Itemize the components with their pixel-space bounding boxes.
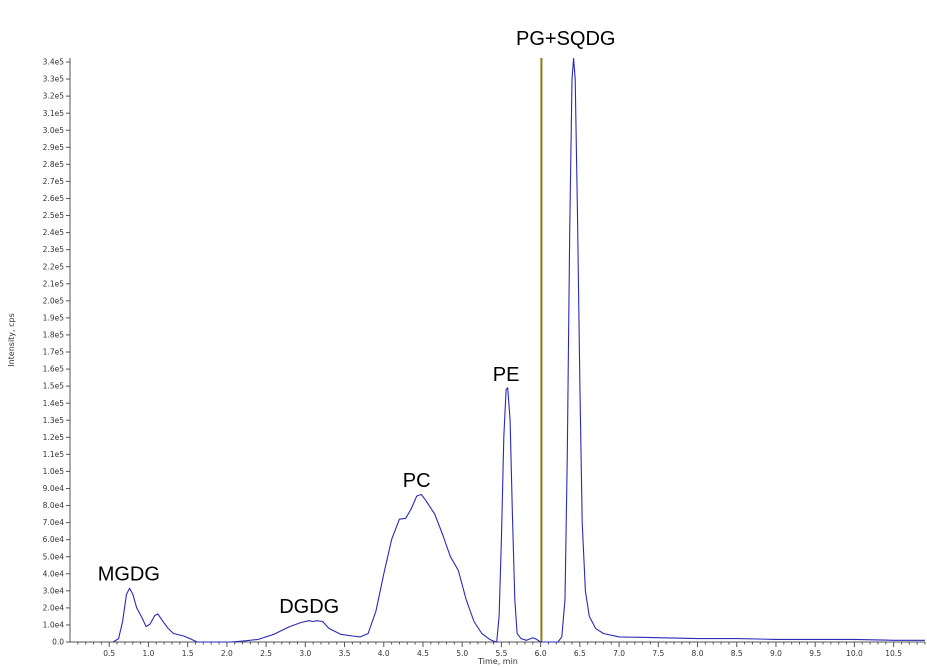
x-tick-label: 1.0 <box>142 649 154 658</box>
peak-label-mgdg: MGDG <box>98 564 160 586</box>
x-tick-label: 2.0 <box>221 649 233 658</box>
y-tick-label: 2.4e5 <box>43 228 65 237</box>
y-tick-label: 5.0e4 <box>43 552 65 561</box>
annotation-layer: MGDG DGDG PC PE PG+SQDG <box>98 28 616 618</box>
x-tick-label: 7.0 <box>613 649 625 658</box>
y-tick-label: 2.0e4 <box>43 603 65 612</box>
x-tick-label: 4.5 <box>417 649 429 658</box>
y-tick-label: 1.0e5 <box>43 467 65 476</box>
x-tick-label: 9.5 <box>809 649 821 658</box>
y-tick-label: 2.5e5 <box>43 211 65 220</box>
x-tick-label: 8.0 <box>692 649 704 658</box>
x-tick-label: 4.0 <box>378 649 390 658</box>
y-tick-label: 3.2e5 <box>43 92 65 101</box>
x-tick-label: 6.0 <box>535 649 547 658</box>
y-tick-label: 1.5e5 <box>43 382 65 391</box>
x-tick-label: 1.5 <box>182 649 194 658</box>
y-tick-label: 9.0e4 <box>43 484 65 493</box>
y-tick-label: 3.1e5 <box>43 109 65 118</box>
x-tick-label: 9.0 <box>770 649 782 658</box>
x-tick-label: 6.5 <box>574 649 586 658</box>
x-tick-label: 8.5 <box>731 649 743 658</box>
x-axis-title: Time, min <box>477 657 518 666</box>
y-tick-label: 0.0 <box>52 638 64 647</box>
y-axis: 0.0 1.0e4 2.0e4 3.0e4 4.0e4 5.0e4 6.0e4 7.0e4 8.… <box>43 58 70 647</box>
y-tick-label: 2.6e5 <box>43 194 65 203</box>
series-line <box>112 58 925 643</box>
x-tick-label: 2.5 <box>260 649 272 658</box>
y-tick-label: 8.0e4 <box>43 501 65 510</box>
y-tick-label: 2.3e5 <box>43 245 65 254</box>
y-tick-label: 1.7e5 <box>43 348 65 357</box>
x-tick-label: 10.0 <box>846 649 863 658</box>
y-tick-label: 2.2e5 <box>43 262 65 271</box>
y-tick-label: 4.0e4 <box>43 569 65 578</box>
y-tick-label: 2.8e5 <box>43 160 65 169</box>
x-tick-label: 3.0 <box>299 649 311 658</box>
y-tick-label: 1.0e4 <box>43 621 65 630</box>
series-layer <box>112 58 925 643</box>
x-axis: 0.5 1.0 1.5 2.0 2.5 3.0 3.5 4.0 4.5 5.0 5.5 6.0 6.5 7… <box>77 642 926 658</box>
y-tick-label: 7.0e4 <box>43 518 65 527</box>
x-tick-label: 0.5 <box>103 649 115 658</box>
y-tick-label: 1.8e5 <box>43 331 65 340</box>
y-tick-label: 1.3e5 <box>43 416 65 425</box>
y-tick-label: 2.1e5 <box>43 279 65 288</box>
y-tick-label: 1.2e5 <box>43 433 65 442</box>
y-tick-label: 1.4e5 <box>43 399 65 408</box>
peak-label-pg-sqdg: PG+SQDG <box>516 28 615 50</box>
y-tick-label: 1.9e5 <box>43 313 65 322</box>
y-tick-label: 3.0e4 <box>43 586 65 595</box>
y-tick-label: 2.0e5 <box>43 296 65 305</box>
y-axis-title: Intensity, cps <box>7 313 16 367</box>
y-tick-label: 1.1e5 <box>43 450 65 459</box>
peak-label-pe: PE <box>493 364 520 386</box>
peak-label-dgdg: DGDG <box>279 596 339 618</box>
y-tick-label: 3.3e5 <box>43 75 65 84</box>
y-tick-label: 2.7e5 <box>43 177 65 186</box>
y-tick-label: 2.9e5 <box>43 143 65 152</box>
y-tick-label: 3.0e5 <box>43 126 65 135</box>
x-tick-label: 7.5 <box>652 649 664 658</box>
x-tick-label: 10.5 <box>885 649 902 658</box>
x-tick-label: 3.5 <box>339 649 351 658</box>
x-tick-label: 5.5 <box>495 649 507 658</box>
x-tick-label: 5.0 <box>456 649 468 658</box>
plot-frame <box>69 58 925 643</box>
peak-label-pc: PC <box>403 470 431 492</box>
y-tick-label: 3.4e5 <box>43 58 65 67</box>
y-tick-label: 6.0e4 <box>43 535 65 544</box>
y-tick-label: 1.6e5 <box>43 365 65 374</box>
